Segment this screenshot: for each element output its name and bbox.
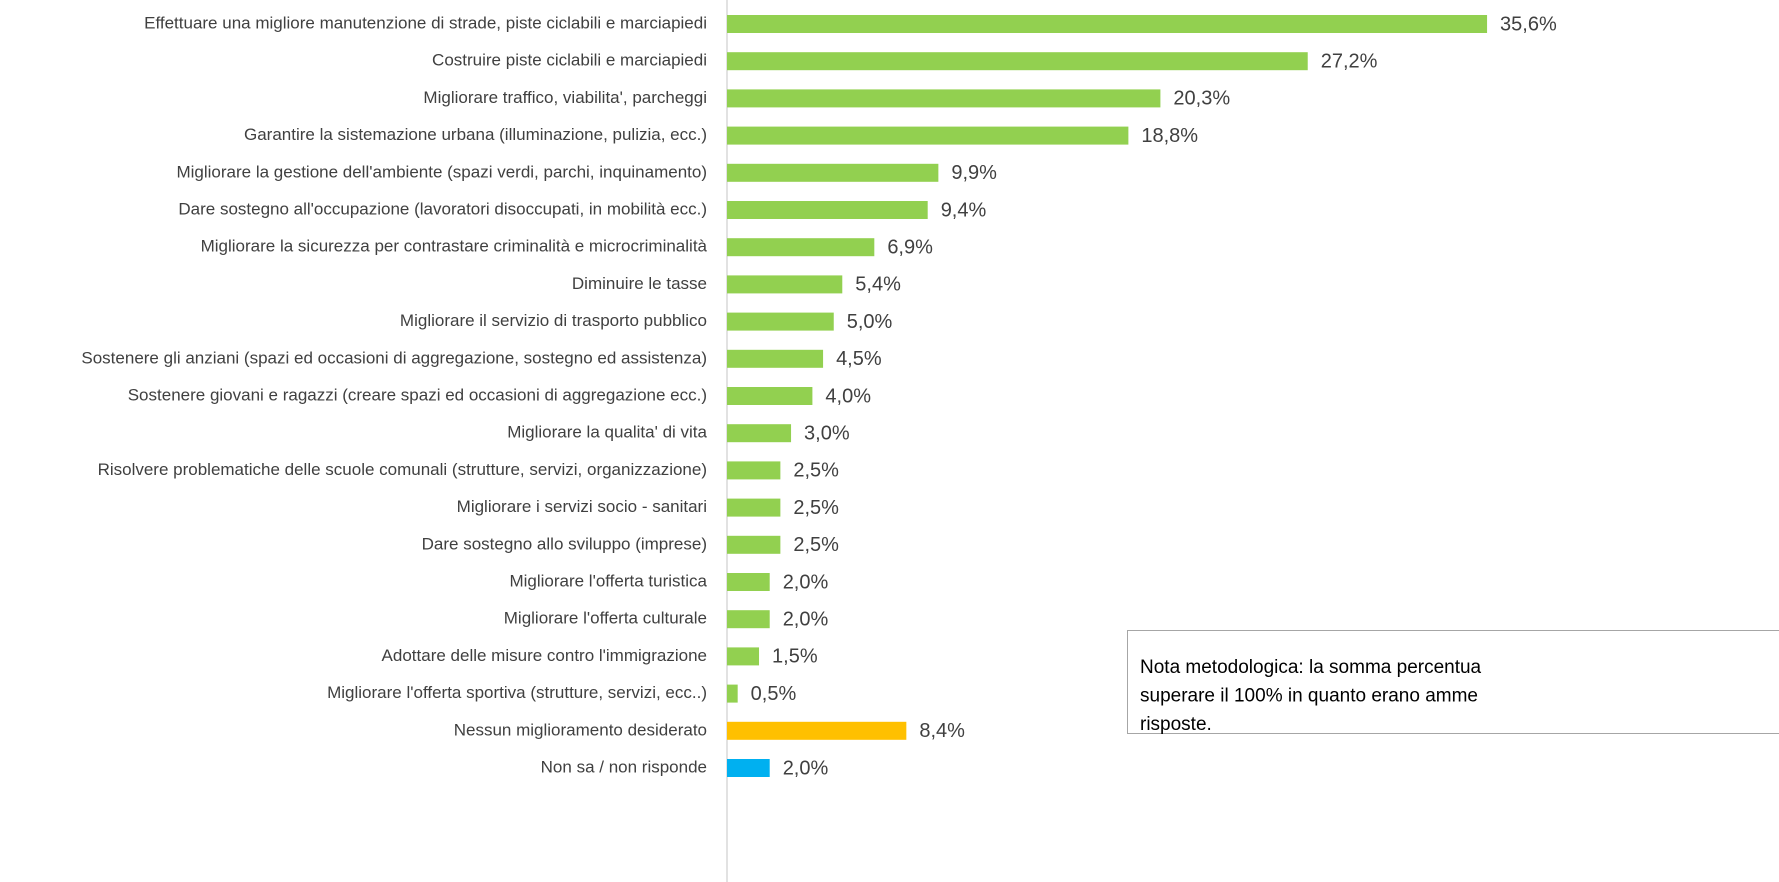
bar	[727, 647, 760, 666]
note-box	[1127, 630, 1779, 734]
category-label: Sostenere giovani e ragazzi (creare spaz…	[128, 385, 707, 404]
category-label: Migliorare la sicurezza per contrastare …	[201, 237, 708, 256]
value-label: 5,0%	[847, 311, 893, 333]
bar	[727, 535, 781, 554]
value-label: 27,2%	[1321, 50, 1378, 72]
category-label: Dare sostegno allo sviluppo (imprese)	[422, 534, 707, 553]
category-label: Migliorare il servizio di trasporto pubb…	[400, 311, 707, 330]
value-label: 20,3%	[1173, 88, 1230, 110]
bar	[727, 759, 770, 777]
bar	[727, 498, 781, 517]
bar	[727, 52, 1308, 71]
bar	[727, 424, 792, 443]
value-label: 9,4%	[941, 199, 987, 221]
value-label: 2,5%	[793, 534, 839, 556]
note-text: superare il 100% in quanto erano amme	[1140, 686, 1478, 707]
bar	[727, 461, 781, 480]
bar	[727, 15, 1488, 33]
value-label: 2,0%	[783, 757, 829, 779]
value-label: 9,9%	[951, 162, 997, 184]
bar	[727, 126, 1129, 145]
value-label: 2,5%	[793, 460, 839, 482]
bar	[727, 387, 813, 405]
bar	[727, 275, 843, 294]
note-text: Nota metodologica: la somma percentua	[1140, 657, 1482, 678]
value-label: 2,0%	[783, 608, 829, 630]
category-label: Migliorare traffico, viabilita', parcheg…	[423, 88, 707, 107]
value-label: 3,0%	[804, 422, 850, 444]
value-label: 4,0%	[825, 385, 871, 407]
value-label: 35,6%	[1500, 13, 1557, 35]
value-label: 0,5%	[751, 683, 797, 705]
value-label: 2,5%	[793, 497, 839, 519]
category-label: Migliorare l'offerta turistica	[509, 571, 707, 590]
bar	[727, 89, 1161, 108]
value-label: 18,8%	[1141, 125, 1198, 147]
bar	[727, 312, 834, 331]
bar	[727, 684, 738, 703]
category-label: Adottare delle misure contro l'immigrazi…	[382, 646, 707, 665]
category-label: Nessun miglioramento desiderato	[454, 720, 707, 739]
value-label: 2,0%	[783, 571, 829, 593]
category-label: Migliorare la qualita' di vita	[507, 423, 707, 442]
category-label: Migliorare la gestione dell'ambiente (sp…	[176, 162, 707, 181]
value-label: 1,5%	[772, 646, 818, 668]
note-text: risposte.	[1140, 714, 1212, 735]
category-label: Migliorare l'offerta culturale	[504, 609, 707, 628]
category-label: Costruire piste ciclabili e marciapiedi	[432, 51, 707, 70]
value-label: 4,5%	[836, 348, 882, 370]
category-label: Non sa / non risponde	[541, 757, 707, 776]
value-label: 8,4%	[919, 720, 965, 742]
bar	[727, 610, 770, 629]
bar	[727, 573, 770, 591]
category-label: Migliorare l'offerta sportiva (strutture…	[327, 683, 707, 702]
bar	[727, 201, 928, 219]
bar	[727, 349, 824, 368]
bar	[727, 163, 939, 182]
bar	[727, 238, 875, 257]
category-label: Migliorare i servizi socio - sanitari	[457, 497, 707, 516]
value-label: 6,9%	[887, 236, 933, 258]
category-label: Garantire la sistemazione urbana (illumi…	[244, 125, 707, 144]
bar	[727, 721, 907, 740]
value-label: 5,4%	[855, 274, 901, 296]
category-label: Risolvere problematiche delle scuole com…	[98, 460, 707, 479]
category-label: Diminuire le tasse	[572, 274, 707, 293]
category-label: Sostenere gli anziani (spazi ed occasion…	[81, 348, 707, 367]
category-label: Effettuare una migliore manutenzione di …	[144, 13, 707, 32]
category-label: Dare sostegno all'occupazione (lavorator…	[178, 199, 707, 218]
